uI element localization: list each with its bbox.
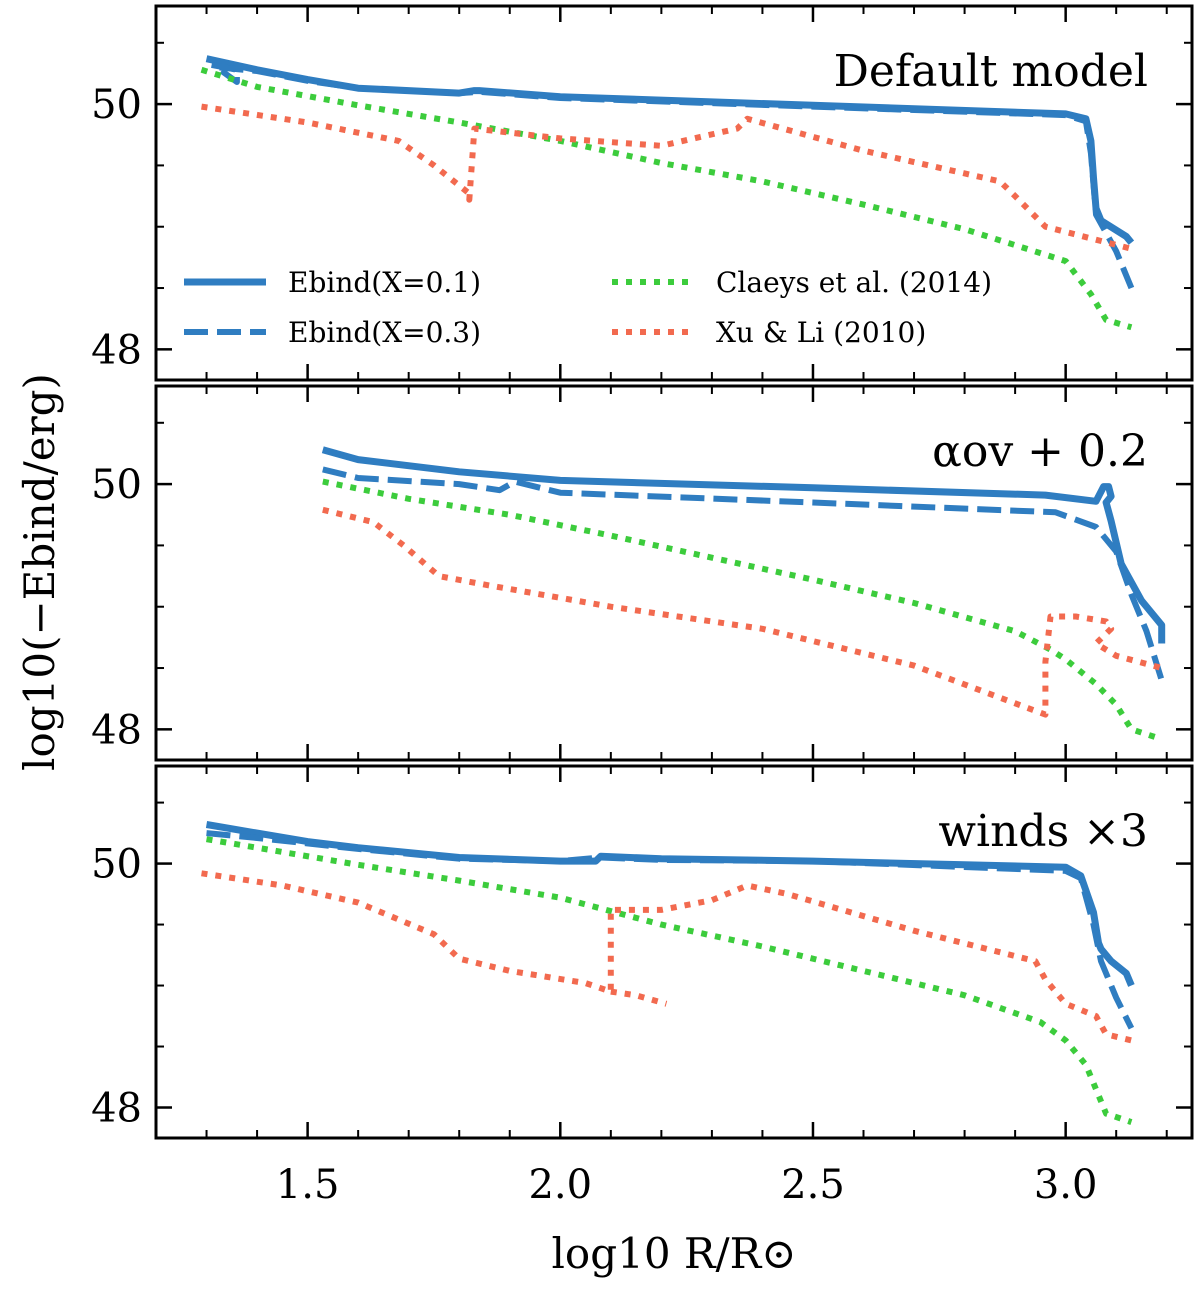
x-tick-label: 2.0: [528, 1162, 592, 1208]
panel-label: winds ×3: [938, 806, 1148, 857]
y-tick-label: 48: [91, 327, 142, 373]
y-tick-label: 48: [91, 707, 142, 753]
series-line-ebind_x03: [322, 466, 1165, 682]
series-line-claeys: [206, 836, 1133, 1125]
legend: Ebind(X=0.1) Claeys et al. (2014) Ebind(X=…: [184, 266, 992, 349]
panel-2: 48 50 αov + 0.2: [91, 384, 1194, 762]
series-line-xu: [322, 506, 1163, 718]
panel-1: 48 50 Default model Ebind(X=0.1) Claeys et a…: [91, 4, 1194, 382]
series-line-xu_branch: [610, 988, 668, 1007]
x-tick-label: 1.5: [276, 1162, 340, 1208]
y-axis-title: log10(−Ebind/erg): [15, 373, 64, 771]
y-tick-label: 48: [91, 1086, 142, 1132]
panel-frame: [154, 384, 1194, 762]
series-line-xu: [201, 103, 1133, 252]
series-group: [200, 55, 1135, 331]
series-line-xu: [201, 870, 1133, 1044]
legend-label-ebind_x01: Ebind(X=0.1): [288, 266, 481, 299]
series-group: [321, 446, 1166, 743]
panel-frame: [154, 4, 1194, 382]
y-tick-label: 50: [91, 462, 142, 508]
legend-label-ebind_x03: Ebind(X=0.3): [288, 316, 481, 349]
legend-label-xu: Xu & Li (2010): [716, 316, 926, 349]
panel-label: αov + 0.2: [932, 426, 1148, 477]
y-tick-label: 50: [91, 82, 142, 128]
panel-label: Default model: [834, 46, 1148, 97]
x-tick-label: 2.5: [781, 1162, 845, 1208]
series-line-claeys: [322, 478, 1163, 743]
series-group: [201, 821, 1135, 1125]
series-line-ebind_x01: [321, 446, 1166, 644]
panel-3: 48 50 winds ×3: [91, 764, 1194, 1140]
legend-label-claeys: Claeys et al. (2014): [716, 266, 992, 299]
series-line-ebind_x03: [211, 61, 1135, 290]
panel-frame: [154, 764, 1194, 1140]
x-tick-label: 3.0: [1034, 1162, 1098, 1208]
x-axis-title: log10 R/R⊙: [552, 1229, 797, 1278]
series-line-ebind_x03: [206, 830, 1135, 1030]
y-tick-label: 50: [91, 842, 142, 888]
series-line-claeys: [200, 66, 1133, 331]
